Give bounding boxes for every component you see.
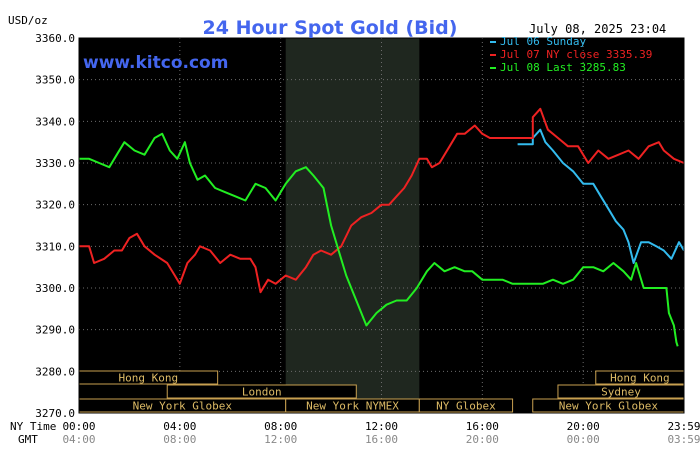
y-tick-label: 3360.0 bbox=[35, 32, 75, 45]
session-label: New York Globex bbox=[133, 400, 233, 413]
session-label: NY Globex bbox=[436, 400, 496, 413]
series-line bbox=[79, 132, 679, 347]
y-tick-label: 3280.0 bbox=[35, 365, 75, 378]
gmt-row-label: GMT bbox=[18, 433, 38, 446]
x-tick-label-ny: 23:59 bbox=[667, 420, 700, 433]
x-tick-label-ny: 20:00 bbox=[567, 420, 600, 433]
y-tick-label: 3330.0 bbox=[35, 157, 75, 170]
ny-time-row-label: NY Time bbox=[10, 420, 56, 433]
x-tick-label-ny: 00:00 bbox=[62, 420, 95, 433]
x-tick-label-gmt: 00:00 bbox=[567, 433, 600, 446]
x-tick-label-ny: 08:00 bbox=[264, 420, 297, 433]
session-label: London bbox=[242, 386, 282, 399]
y-tick-label: 3300.0 bbox=[35, 282, 75, 295]
legend-entry: Jul 08 Last 3285.83 bbox=[500, 61, 626, 74]
x-tick-label-gmt: 08:00 bbox=[163, 433, 196, 446]
x-tick-label-gmt: 16:00 bbox=[365, 433, 398, 446]
session-bar bbox=[418, 398, 514, 413]
y-tick-label: 3350.0 bbox=[35, 74, 75, 87]
plot-border bbox=[78, 37, 685, 414]
session-bar bbox=[166, 384, 357, 399]
legend-swatch bbox=[490, 54, 496, 56]
legend-swatch bbox=[490, 67, 496, 69]
x-tick-label-ny: 16:00 bbox=[466, 420, 499, 433]
series-line bbox=[517, 128, 685, 264]
x-tick-label-gmt: 03:59 bbox=[667, 433, 700, 446]
session-label: Hong Kong bbox=[119, 372, 179, 385]
session-label: New York NYMEX bbox=[306, 400, 399, 413]
y-tick-label: 3290.0 bbox=[35, 324, 75, 337]
legend-swatch bbox=[490, 41, 496, 43]
watermark[interactable]: www.kitco.com bbox=[83, 53, 228, 73]
y-axis-label: USD/oz bbox=[8, 14, 48, 27]
series-line bbox=[79, 107, 685, 294]
x-tick-label-ny: 12:00 bbox=[365, 420, 398, 433]
x-tick-label-gmt: 04:00 bbox=[62, 433, 95, 446]
y-tick-label: 3340.0 bbox=[35, 115, 75, 128]
session-label: Sydney bbox=[601, 386, 641, 399]
axes: 3360.0 3350.0 3340.0 3330.0 3320.0 3310.0 3300… bbox=[35, 32, 700, 446]
session-label: New York Globex bbox=[559, 400, 659, 413]
session-label: Hong Kong bbox=[610, 372, 670, 385]
x-tick-label-gmt: 12:00 bbox=[264, 433, 297, 446]
x-tick-label-gmt: 20:00 bbox=[466, 433, 499, 446]
y-tick-label: 3310.0 bbox=[35, 240, 75, 253]
legend-entry: Jul 07 NY close 3335.39 bbox=[500, 48, 652, 61]
y-tick-label: 3270.0 bbox=[35, 407, 75, 420]
y-tick-label: 3320.0 bbox=[35, 199, 75, 212]
x-tick-label-ny: 04:00 bbox=[163, 420, 196, 433]
legend-entry: Jul 06 Sunday bbox=[500, 35, 586, 48]
chart-title: 24 Hour Spot Gold (Bid) bbox=[203, 17, 458, 39]
timestamp: July 08, 2025 23:04 bbox=[529, 22, 666, 36]
